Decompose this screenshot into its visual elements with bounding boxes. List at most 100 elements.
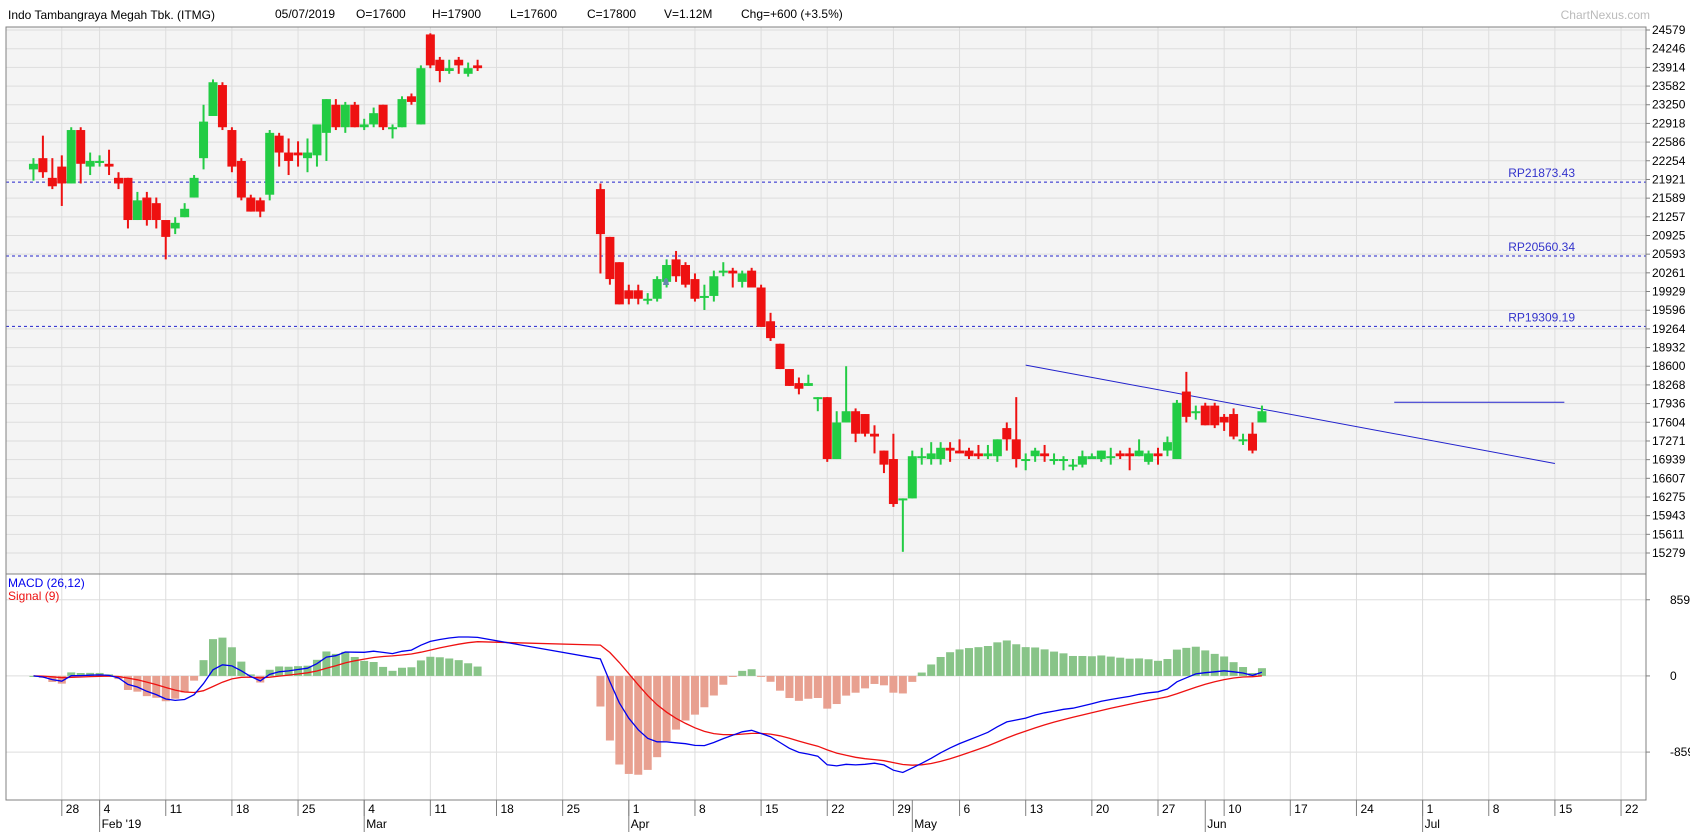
candle-body (1257, 411, 1267, 423)
macd-y-tick-label: 859.3 (1670, 593, 1690, 607)
candle-body (718, 270, 728, 273)
y-tick-label: 24246 (1652, 42, 1686, 56)
candle-body (1191, 411, 1201, 414)
candle (444, 59, 454, 74)
candle-body (378, 104, 388, 128)
macd-legend: MACD (26,12) (8, 576, 85, 590)
y-tick-label: 18268 (1652, 378, 1686, 392)
candle (718, 262, 728, 277)
candle (652, 276, 662, 302)
candle-body (359, 124, 369, 128)
candle-body (1162, 442, 1172, 451)
candle-body (473, 65, 483, 69)
candle (1181, 371, 1191, 423)
y-tick-label: 15943 (1652, 509, 1686, 523)
candle (293, 141, 303, 167)
macd-histogram-bar (237, 661, 246, 676)
candle-body (1200, 405, 1210, 426)
candle-body (227, 130, 237, 167)
candle (28, 158, 38, 181)
x-axis: 28 4 11 18 25 4 11 18 25 1 8 15 22 29 6 13 20 27 10 17 24 1 8 1… (6, 799, 1646, 832)
candle (945, 442, 955, 462)
candle (397, 96, 407, 128)
candle (416, 65, 426, 125)
candle-body (114, 177, 123, 184)
macd-histogram-bar (1135, 658, 1144, 676)
candle-body (926, 453, 936, 460)
macd-histogram-bar (435, 657, 444, 676)
candle (104, 149, 114, 176)
macd-histogram-bar (256, 675, 265, 683)
resistance-lines: RP21873.43 RP20560.34 RP19309.19 (6, 166, 1646, 327)
candle-body (85, 160, 95, 167)
macd-y-tick-label: 0 (1670, 669, 1677, 683)
candle (624, 284, 634, 305)
candle-body (983, 453, 993, 457)
candle (1144, 450, 1154, 465)
candle-body (369, 113, 379, 125)
candle-body (1115, 453, 1125, 457)
header-volume: V=1.12M (664, 7, 712, 21)
macd-histogram-bar (851, 675, 860, 693)
macd-lines (33, 636, 1263, 774)
macd-histogram-bar (709, 675, 718, 696)
candle-body (794, 383, 804, 389)
candle-body (1021, 459, 1031, 462)
candle (132, 191, 142, 221)
macd-histogram-bar (1078, 655, 1087, 676)
month-label: Feb '19 (102, 817, 142, 831)
candle-body (1125, 453, 1135, 457)
candle-body (699, 295, 709, 298)
x-tick-label: 1 (1427, 802, 1434, 816)
macd-histogram-bar (719, 675, 728, 685)
candle-body (217, 85, 227, 128)
candle-body (784, 369, 794, 386)
macd-histogram-bar (1012, 644, 1021, 676)
candle-body (66, 130, 76, 184)
macd-histogram-bar (341, 651, 350, 676)
macd-histogram-bar (303, 665, 312, 676)
candle-body (832, 422, 842, 460)
macd-histogram-bar (596, 675, 605, 707)
y-tick-label: 23250 (1652, 98, 1686, 112)
x-tick-label: 8 (699, 802, 706, 816)
price-y-axis: 24579 24246 23914 23582 23250 22918 22586 22254… (1646, 23, 1686, 560)
candle-body (189, 177, 199, 198)
macd-histogram-bar (842, 675, 851, 696)
y-tick-label: 21257 (1652, 210, 1686, 224)
x-tick-label: 11 (170, 802, 183, 816)
candle (803, 374, 813, 386)
signal-legend: Signal (9) (8, 589, 59, 603)
candle-body (747, 270, 757, 288)
month-label: May (914, 817, 937, 831)
candle (217, 82, 227, 131)
candle (1077, 450, 1087, 468)
candle-body (1134, 450, 1144, 457)
candle (255, 197, 265, 218)
resistance-label: RP21873.43 (1508, 166, 1575, 180)
macd-histogram-bar (67, 672, 76, 676)
candle (888, 433, 898, 507)
candle-body (1059, 459, 1068, 462)
y-tick-label: 22254 (1652, 154, 1686, 168)
candle (47, 158, 57, 190)
candle-body (955, 450, 965, 454)
macd-histogram-bar (879, 675, 888, 686)
macd-histogram-bar (1182, 647, 1191, 676)
candle-body (397, 99, 407, 128)
x-tick-label: 15 (765, 802, 779, 816)
candle-body (860, 414, 870, 434)
candle-body (1068, 464, 1078, 467)
macd-histogram-bar (133, 675, 142, 692)
resistance-label: RP19309.19 (1508, 310, 1575, 324)
candle (406, 93, 416, 105)
candle (425, 33, 435, 69)
month-label: Jul (1425, 817, 1440, 831)
candle (321, 99, 331, 161)
candle (775, 343, 785, 370)
macd-histogram-bar (350, 656, 359, 676)
macd-histogram-bar (1144, 659, 1153, 676)
candle-body (321, 99, 331, 133)
candle (1162, 436, 1172, 457)
candle (340, 101, 350, 133)
